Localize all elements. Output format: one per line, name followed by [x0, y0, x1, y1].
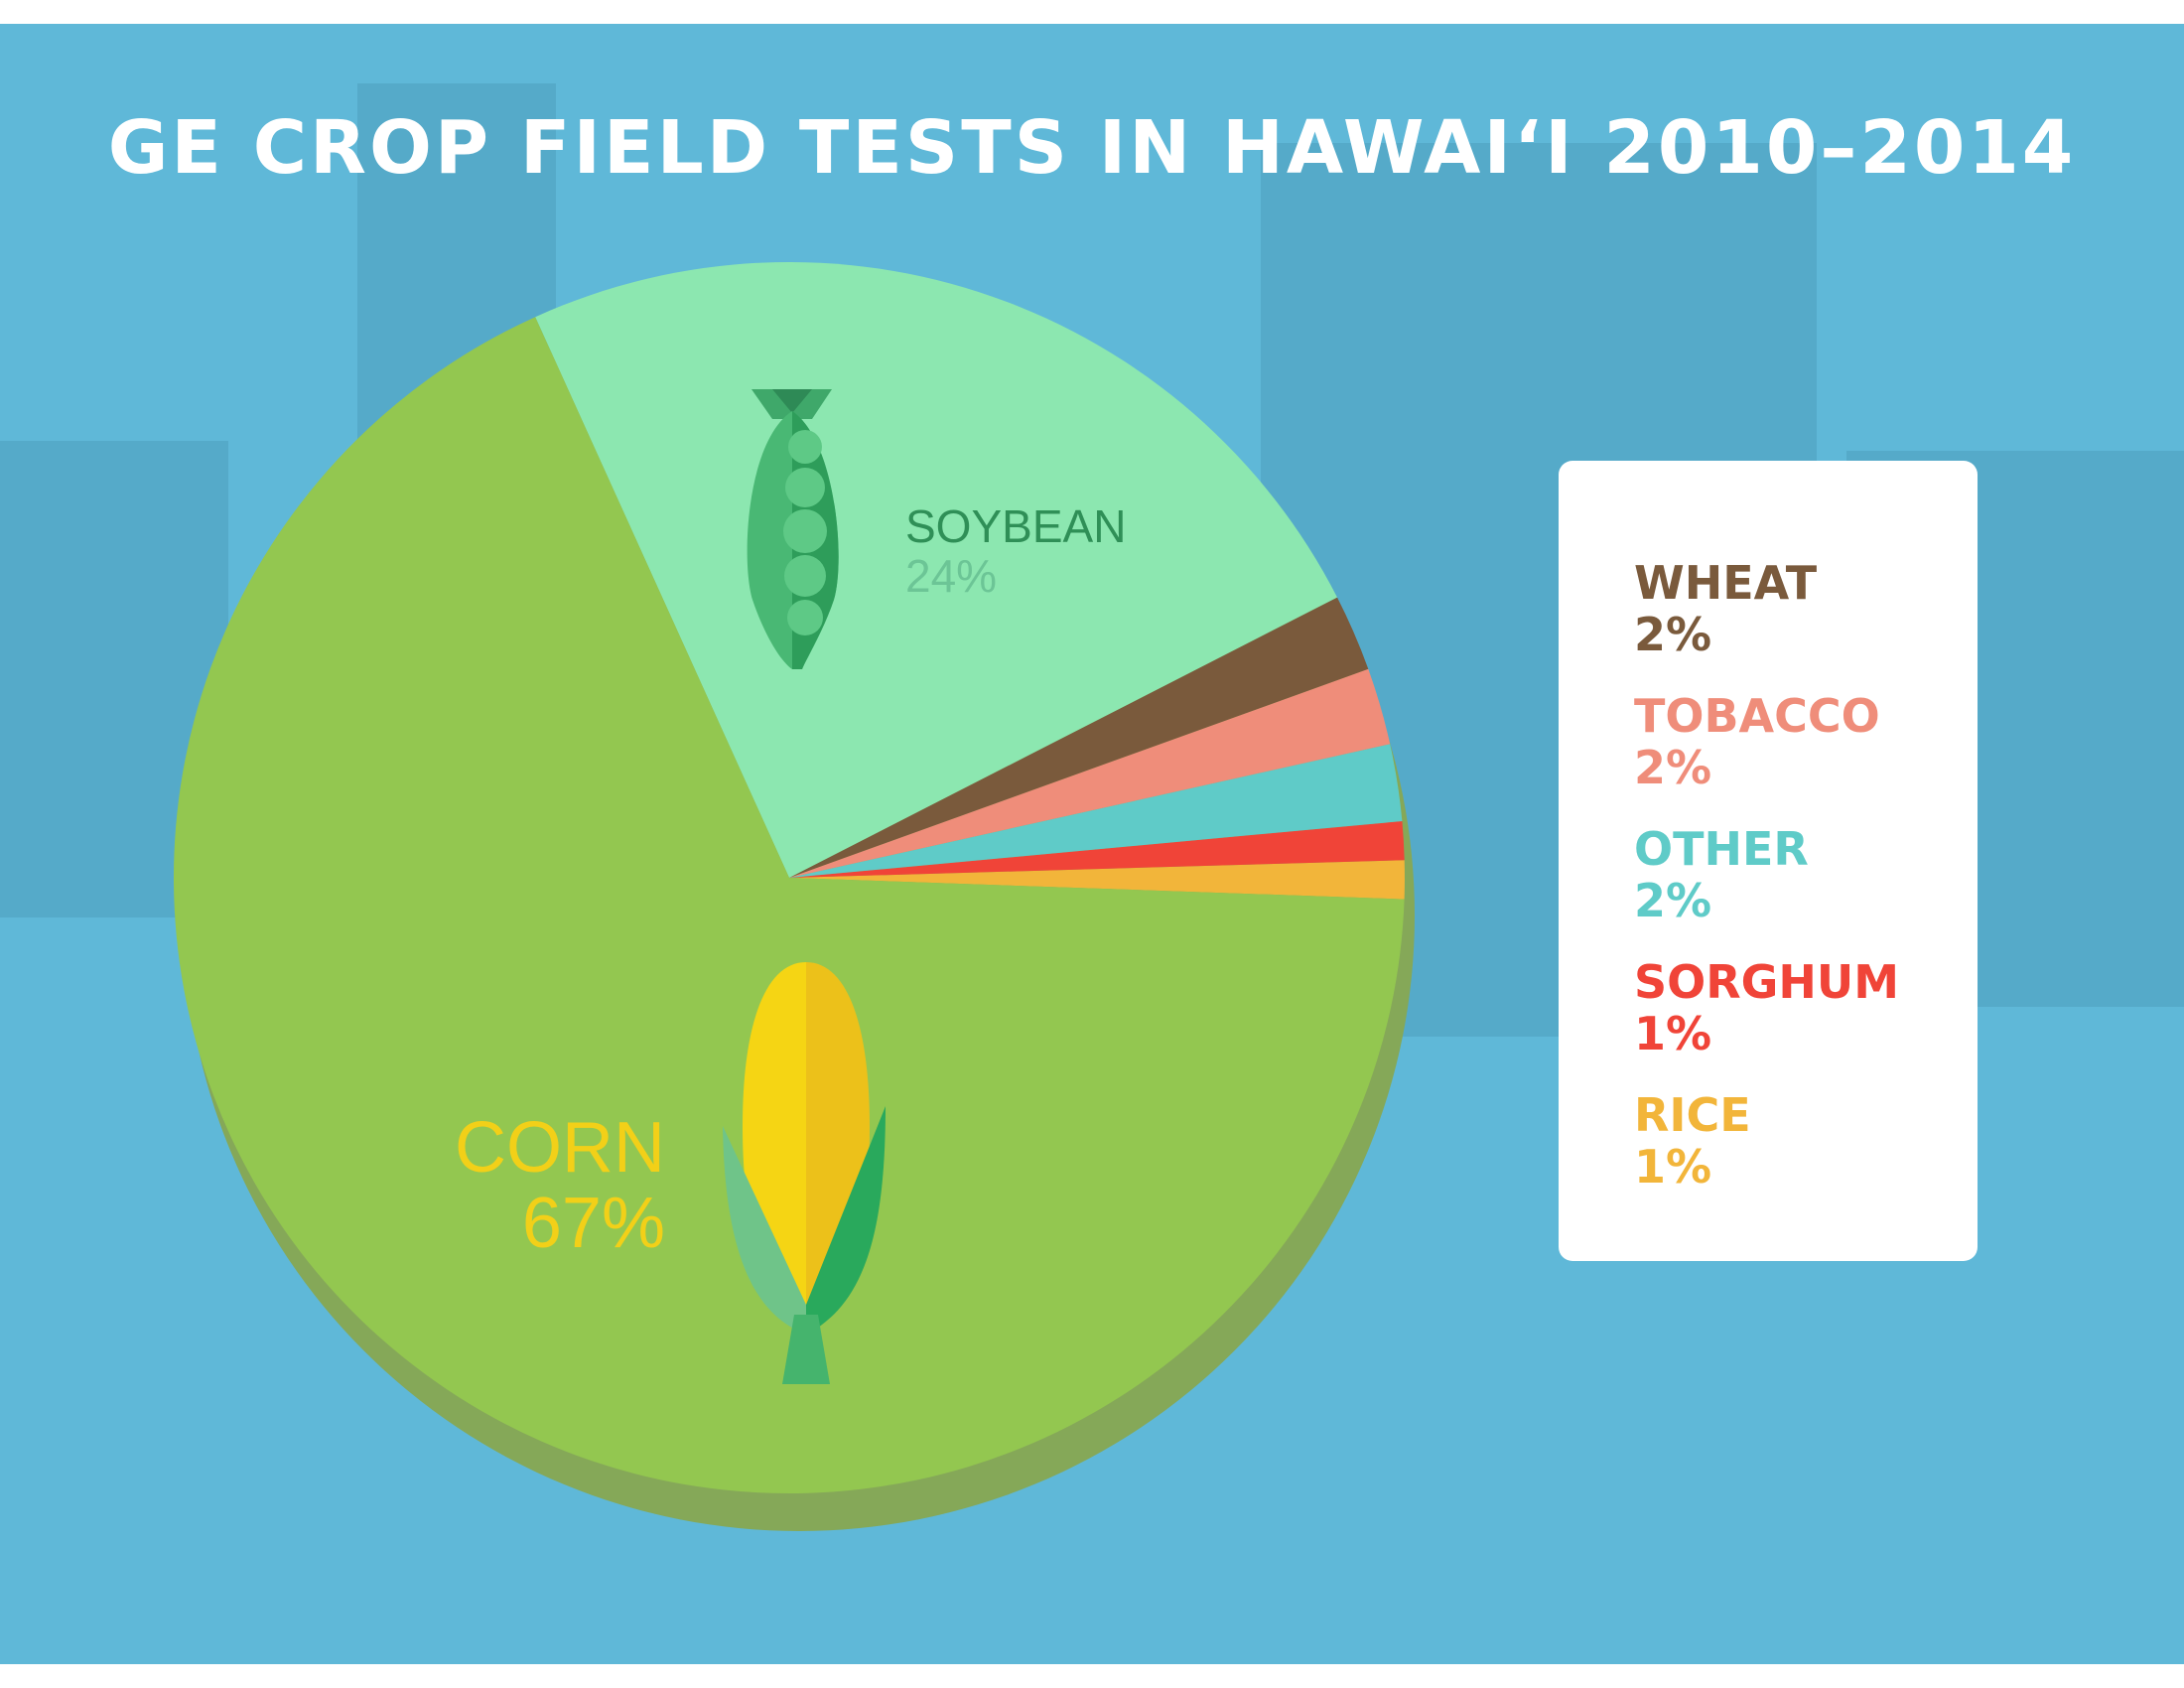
legend-name: SORGHUM: [1634, 955, 1900, 1009]
infographic-canvas: GE CROP FIELD TESTS IN HAWAI‘I 2010–2014…: [0, 24, 2184, 1664]
legend-value: 2%: [1634, 874, 1712, 927]
pie-slice-soybean: [535, 261, 1337, 878]
soybean-value: 24%: [905, 550, 997, 602]
corn-value: 67%: [522, 1184, 665, 1263]
chart-title: GE CROP FIELD TESTS IN HAWAI‘I 2010–2014: [107, 105, 2077, 191]
legend-item-tobacco: TOBACCO 2%: [1634, 689, 1880, 792]
legend-item-sorghum: SORGHUM 1%: [1634, 955, 1899, 1058]
legend-name: RICE: [1634, 1088, 1751, 1142]
legend-value: 1%: [1634, 1007, 1712, 1060]
pie-slice-other: [789, 744, 1403, 878]
pie-slice-corn: [173, 317, 1405, 1493]
legend-name: OTHER: [1634, 822, 1809, 876]
legend-item-rice: RICE 1%: [1634, 1088, 1751, 1192]
legend-item-wheat: WHEAT 2%: [1634, 556, 1817, 659]
corn-label: CORN: [455, 1108, 665, 1188]
legend-name: WHEAT: [1634, 556, 1818, 610]
pie-chart: SOYBEAN 24% CORN 67%: [173, 261, 1415, 1531]
pie-slice-tobacco: [789, 668, 1391, 878]
pie-slice-wheat: [789, 597, 1369, 878]
legend-name: TOBACCO: [1634, 689, 1880, 743]
legend-value: 2%: [1634, 608, 1712, 661]
legend-value: 2%: [1634, 741, 1712, 794]
pie-slice-rice: [789, 860, 1405, 900]
pie-slices: [173, 261, 1405, 1493]
legend-value: 1%: [1634, 1140, 1712, 1194]
legend-item-other: OTHER 2%: [1634, 822, 1809, 925]
corn-icon: [723, 962, 886, 1384]
pie-slice-sorghum: [789, 821, 1405, 878]
legend: WHEAT 2% TOBACCO 2% OTHER 2% SORGHUM 1% …: [1559, 461, 1978, 1261]
soybean-label: SOYBEAN: [905, 500, 1126, 552]
soybean-pod-icon: [747, 389, 839, 669]
